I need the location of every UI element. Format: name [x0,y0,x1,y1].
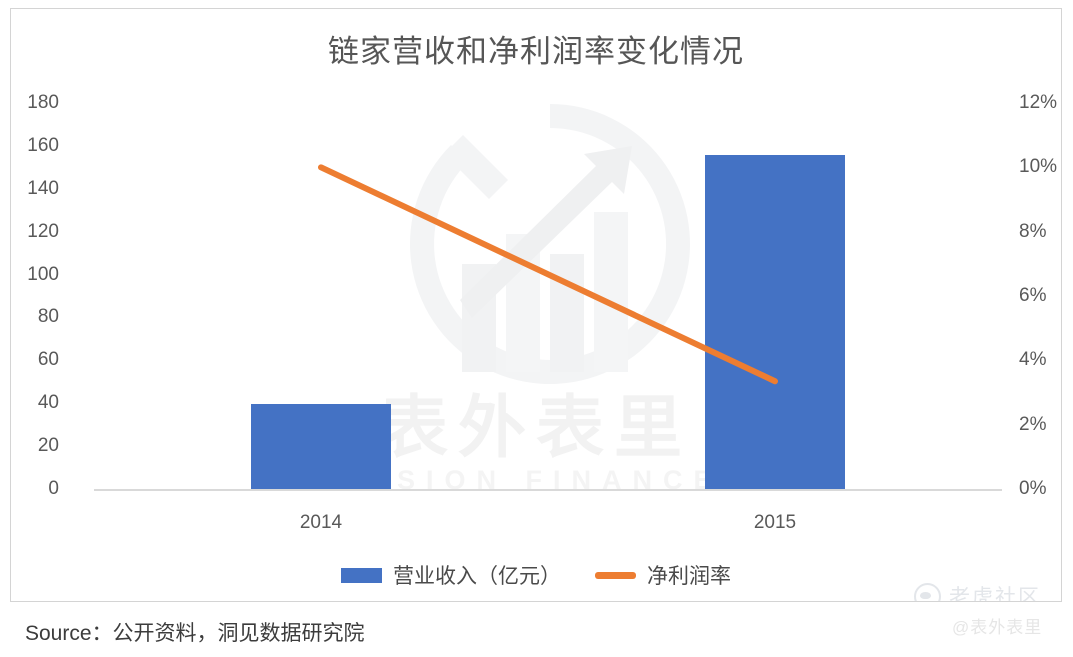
legend-label-net-margin: 净利润率 [647,565,731,588]
y-left-tick-40: 40 [37,392,59,414]
y-left-tick-120: 120 [27,220,59,242]
y-left-tick-80: 80 [37,306,59,328]
chart-title: 链家营收和净利润率变化情况 [328,34,744,69]
chart-container: 表外表里 VISION FINANCE 链家营收和净利润率变化情况 180 16… [10,8,1062,602]
chart-legend: 营业收入（亿元） 净利润率 [11,560,1061,590]
x-tick-2014: 2014 [299,512,343,533]
y-left-tick-180: 180 [27,92,59,113]
y-right-tick-8: 8% [1019,220,1047,242]
legend-item-net-margin[interactable]: 净利润率 [595,560,731,590]
legend-item-revenue[interactable]: 营业收入（亿元） [341,560,561,590]
legend-line-swatch-icon [595,571,636,579]
y-left-tick-160: 160 [27,134,59,156]
y-left-tick-0: 0 [48,478,59,499]
y-right-tick-6: 6% [1019,285,1047,306]
y-right-tick-0: 0% [1019,478,1047,499]
center-watermark-sub: VISION FINANCE [349,465,723,496]
y-left-tick-140: 140 [27,177,59,199]
source-note: Source：公开资料，洞见数据研究院 [25,622,365,645]
y-left-tick-60: 60 [37,349,59,371]
bar-2015[interactable] [704,154,846,489]
y-right-tick-10: 10% [1019,156,1058,178]
y-left-tick-100: 100 [27,263,59,285]
bar-2014[interactable] [250,404,392,489]
legend-label-revenue: 营业收入（亿元） [393,565,561,588]
y-right-tick-12: 12% [1019,92,1058,113]
legend-bar-swatch-icon [341,567,382,583]
net-profit-margin-line [318,164,778,385]
y-right-tick-4: 4% [1019,349,1047,371]
x-tick-2015: 2015 [753,512,797,533]
center-watermark-main: 表外表里 [379,390,692,466]
y-left-tick-20: 20 [37,435,59,457]
y-right-tick-2: 2% [1019,413,1047,435]
handle-watermark: @表外表里 [952,618,1043,637]
growth-arrow-bars-circle-icon [409,104,690,384]
x-axis-baseline [94,489,1002,491]
center-watermark: 表外表里 VISION FINANCE [11,390,1061,496]
